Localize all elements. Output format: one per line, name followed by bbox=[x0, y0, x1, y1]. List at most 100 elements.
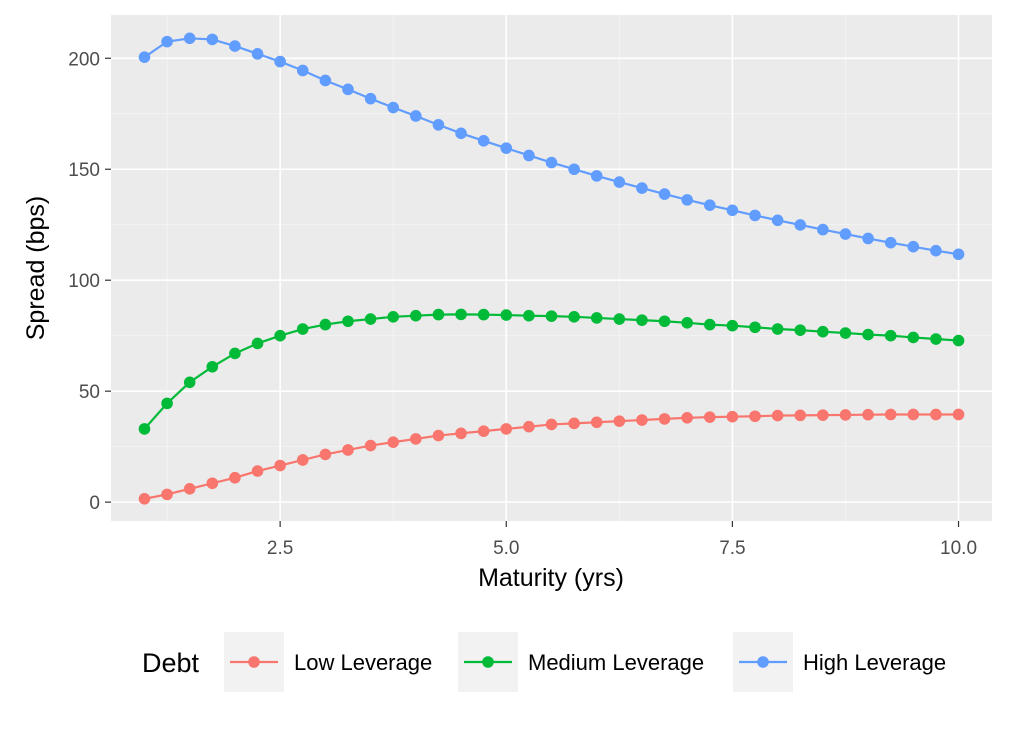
legend-label: Low Leverage bbox=[294, 650, 432, 675]
data-point-low-leverage bbox=[907, 408, 920, 421]
data-point-low-leverage bbox=[862, 408, 874, 421]
legend-key-point bbox=[482, 656, 494, 668]
data-point-medium-leverage bbox=[636, 314, 648, 326]
data-point-high-leverage bbox=[771, 214, 784, 227]
data-point-low-leverage bbox=[364, 439, 377, 452]
data-point-medium-leverage bbox=[387, 311, 400, 323]
data-point-medium-leverage bbox=[568, 311, 580, 323]
data-point-medium-leverage bbox=[771, 323, 784, 335]
data-point-medium-leverage bbox=[251, 337, 264, 350]
data-point-medium-leverage bbox=[749, 321, 761, 334]
data-point-high-leverage bbox=[907, 240, 920, 253]
data-point-high-leverage bbox=[952, 248, 965, 261]
data-point-low-leverage bbox=[387, 436, 400, 449]
series-layer bbox=[138, 32, 965, 505]
data-point-high-leverage bbox=[477, 135, 490, 147]
legend-item-medium-leverage: Medium Leverage bbox=[458, 632, 704, 692]
series-medium-leverage bbox=[138, 308, 965, 435]
data-point-high-leverage bbox=[183, 32, 196, 45]
data-point-medium-leverage bbox=[319, 318, 332, 331]
data-point-medium-leverage bbox=[862, 328, 874, 341]
y-axis-title: Spread (bps) bbox=[22, 196, 50, 341]
data-point-low-leverage bbox=[432, 429, 445, 442]
series-low-leverage bbox=[138, 408, 965, 505]
data-point-low-leverage bbox=[884, 408, 897, 421]
y-tick-label: 0 bbox=[89, 493, 100, 514]
data-point-medium-leverage bbox=[229, 347, 241, 360]
data-point-medium-leverage bbox=[410, 309, 422, 322]
data-point-low-leverage bbox=[455, 427, 467, 440]
y-tick-label: 200 bbox=[68, 49, 100, 70]
data-point-low-leverage bbox=[930, 408, 942, 421]
data-point-low-leverage bbox=[590, 416, 603, 429]
data-point-low-leverage bbox=[952, 408, 965, 421]
data-point-high-leverage bbox=[161, 35, 173, 48]
x-tick-label: 10.0 bbox=[940, 538, 977, 559]
data-point-high-leverage bbox=[364, 92, 377, 105]
y-tick-label: 150 bbox=[68, 160, 100, 181]
data-point-high-leverage bbox=[500, 142, 513, 154]
data-point-medium-leverage bbox=[613, 313, 626, 325]
data-point-low-leverage bbox=[749, 410, 761, 423]
plot-panel bbox=[111, 15, 992, 521]
data-point-high-leverage bbox=[251, 48, 264, 60]
data-point-low-leverage bbox=[138, 493, 151, 505]
data-point-high-leverage bbox=[681, 194, 693, 206]
data-point-low-leverage bbox=[613, 415, 626, 427]
data-point-high-leverage bbox=[839, 228, 852, 240]
data-point-high-leverage bbox=[636, 182, 648, 194]
x-tick-label: 5.0 bbox=[493, 538, 519, 559]
data-point-high-leverage bbox=[568, 163, 580, 176]
data-point-medium-leverage bbox=[500, 309, 513, 321]
data-point-low-leverage bbox=[206, 477, 219, 490]
data-point-high-leverage bbox=[342, 83, 354, 96]
data-point-high-leverage bbox=[703, 199, 716, 211]
legend-key-point bbox=[757, 656, 769, 668]
data-point-low-leverage bbox=[545, 418, 558, 431]
data-point-high-leverage bbox=[726, 204, 739, 217]
data-point-low-leverage bbox=[726, 410, 739, 423]
data-point-high-leverage bbox=[387, 101, 400, 114]
data-point-low-leverage bbox=[410, 433, 422, 445]
data-point-medium-leverage bbox=[794, 324, 807, 336]
data-point-high-leverage bbox=[545, 156, 558, 169]
data-point-high-leverage bbox=[613, 176, 626, 188]
data-point-medium-leverage bbox=[817, 325, 829, 338]
data-point-low-leverage bbox=[251, 465, 264, 477]
data-point-high-leverage bbox=[794, 219, 807, 231]
legend: Debt Low Leverage Medium Leverage High Lev… bbox=[142, 632, 946, 692]
legend-item-high-leverage: High Leverage bbox=[733, 632, 946, 692]
data-point-medium-leverage bbox=[342, 315, 354, 328]
data-point-high-leverage bbox=[523, 149, 535, 162]
data-point-low-leverage bbox=[229, 471, 241, 484]
data-point-low-leverage bbox=[839, 409, 852, 421]
data-point-low-leverage bbox=[523, 420, 535, 433]
legend-label: Medium Leverage bbox=[528, 650, 704, 675]
data-point-medium-leverage bbox=[545, 310, 558, 322]
data-point-medium-leverage bbox=[681, 317, 693, 329]
x-tick-label: 2.5 bbox=[267, 538, 293, 559]
data-point-high-leverage bbox=[455, 127, 467, 140]
data-point-medium-leverage bbox=[161, 397, 173, 410]
data-point-medium-leverage bbox=[658, 315, 671, 328]
data-point-medium-leverage bbox=[590, 312, 603, 324]
data-point-low-leverage bbox=[342, 444, 354, 456]
data-point-medium-leverage bbox=[884, 329, 897, 342]
data-point-low-leverage bbox=[817, 409, 829, 421]
legend-key-point bbox=[248, 656, 260, 668]
data-point-low-leverage bbox=[636, 414, 648, 426]
data-point-medium-leverage bbox=[952, 334, 965, 347]
data-point-high-leverage bbox=[410, 110, 422, 122]
data-point-low-leverage bbox=[183, 483, 196, 495]
data-point-high-leverage bbox=[138, 51, 151, 63]
data-point-low-leverage bbox=[794, 409, 807, 422]
data-point-medium-leverage bbox=[477, 308, 490, 321]
data-point-high-leverage bbox=[749, 209, 761, 222]
data-point-medium-leverage bbox=[296, 323, 309, 335]
data-point-high-leverage bbox=[319, 74, 332, 87]
data-point-medium-leverage bbox=[523, 309, 535, 322]
x-tick-label: 7.5 bbox=[719, 538, 745, 559]
grid-lines bbox=[111, 15, 992, 521]
data-point-medium-leverage bbox=[703, 318, 716, 331]
